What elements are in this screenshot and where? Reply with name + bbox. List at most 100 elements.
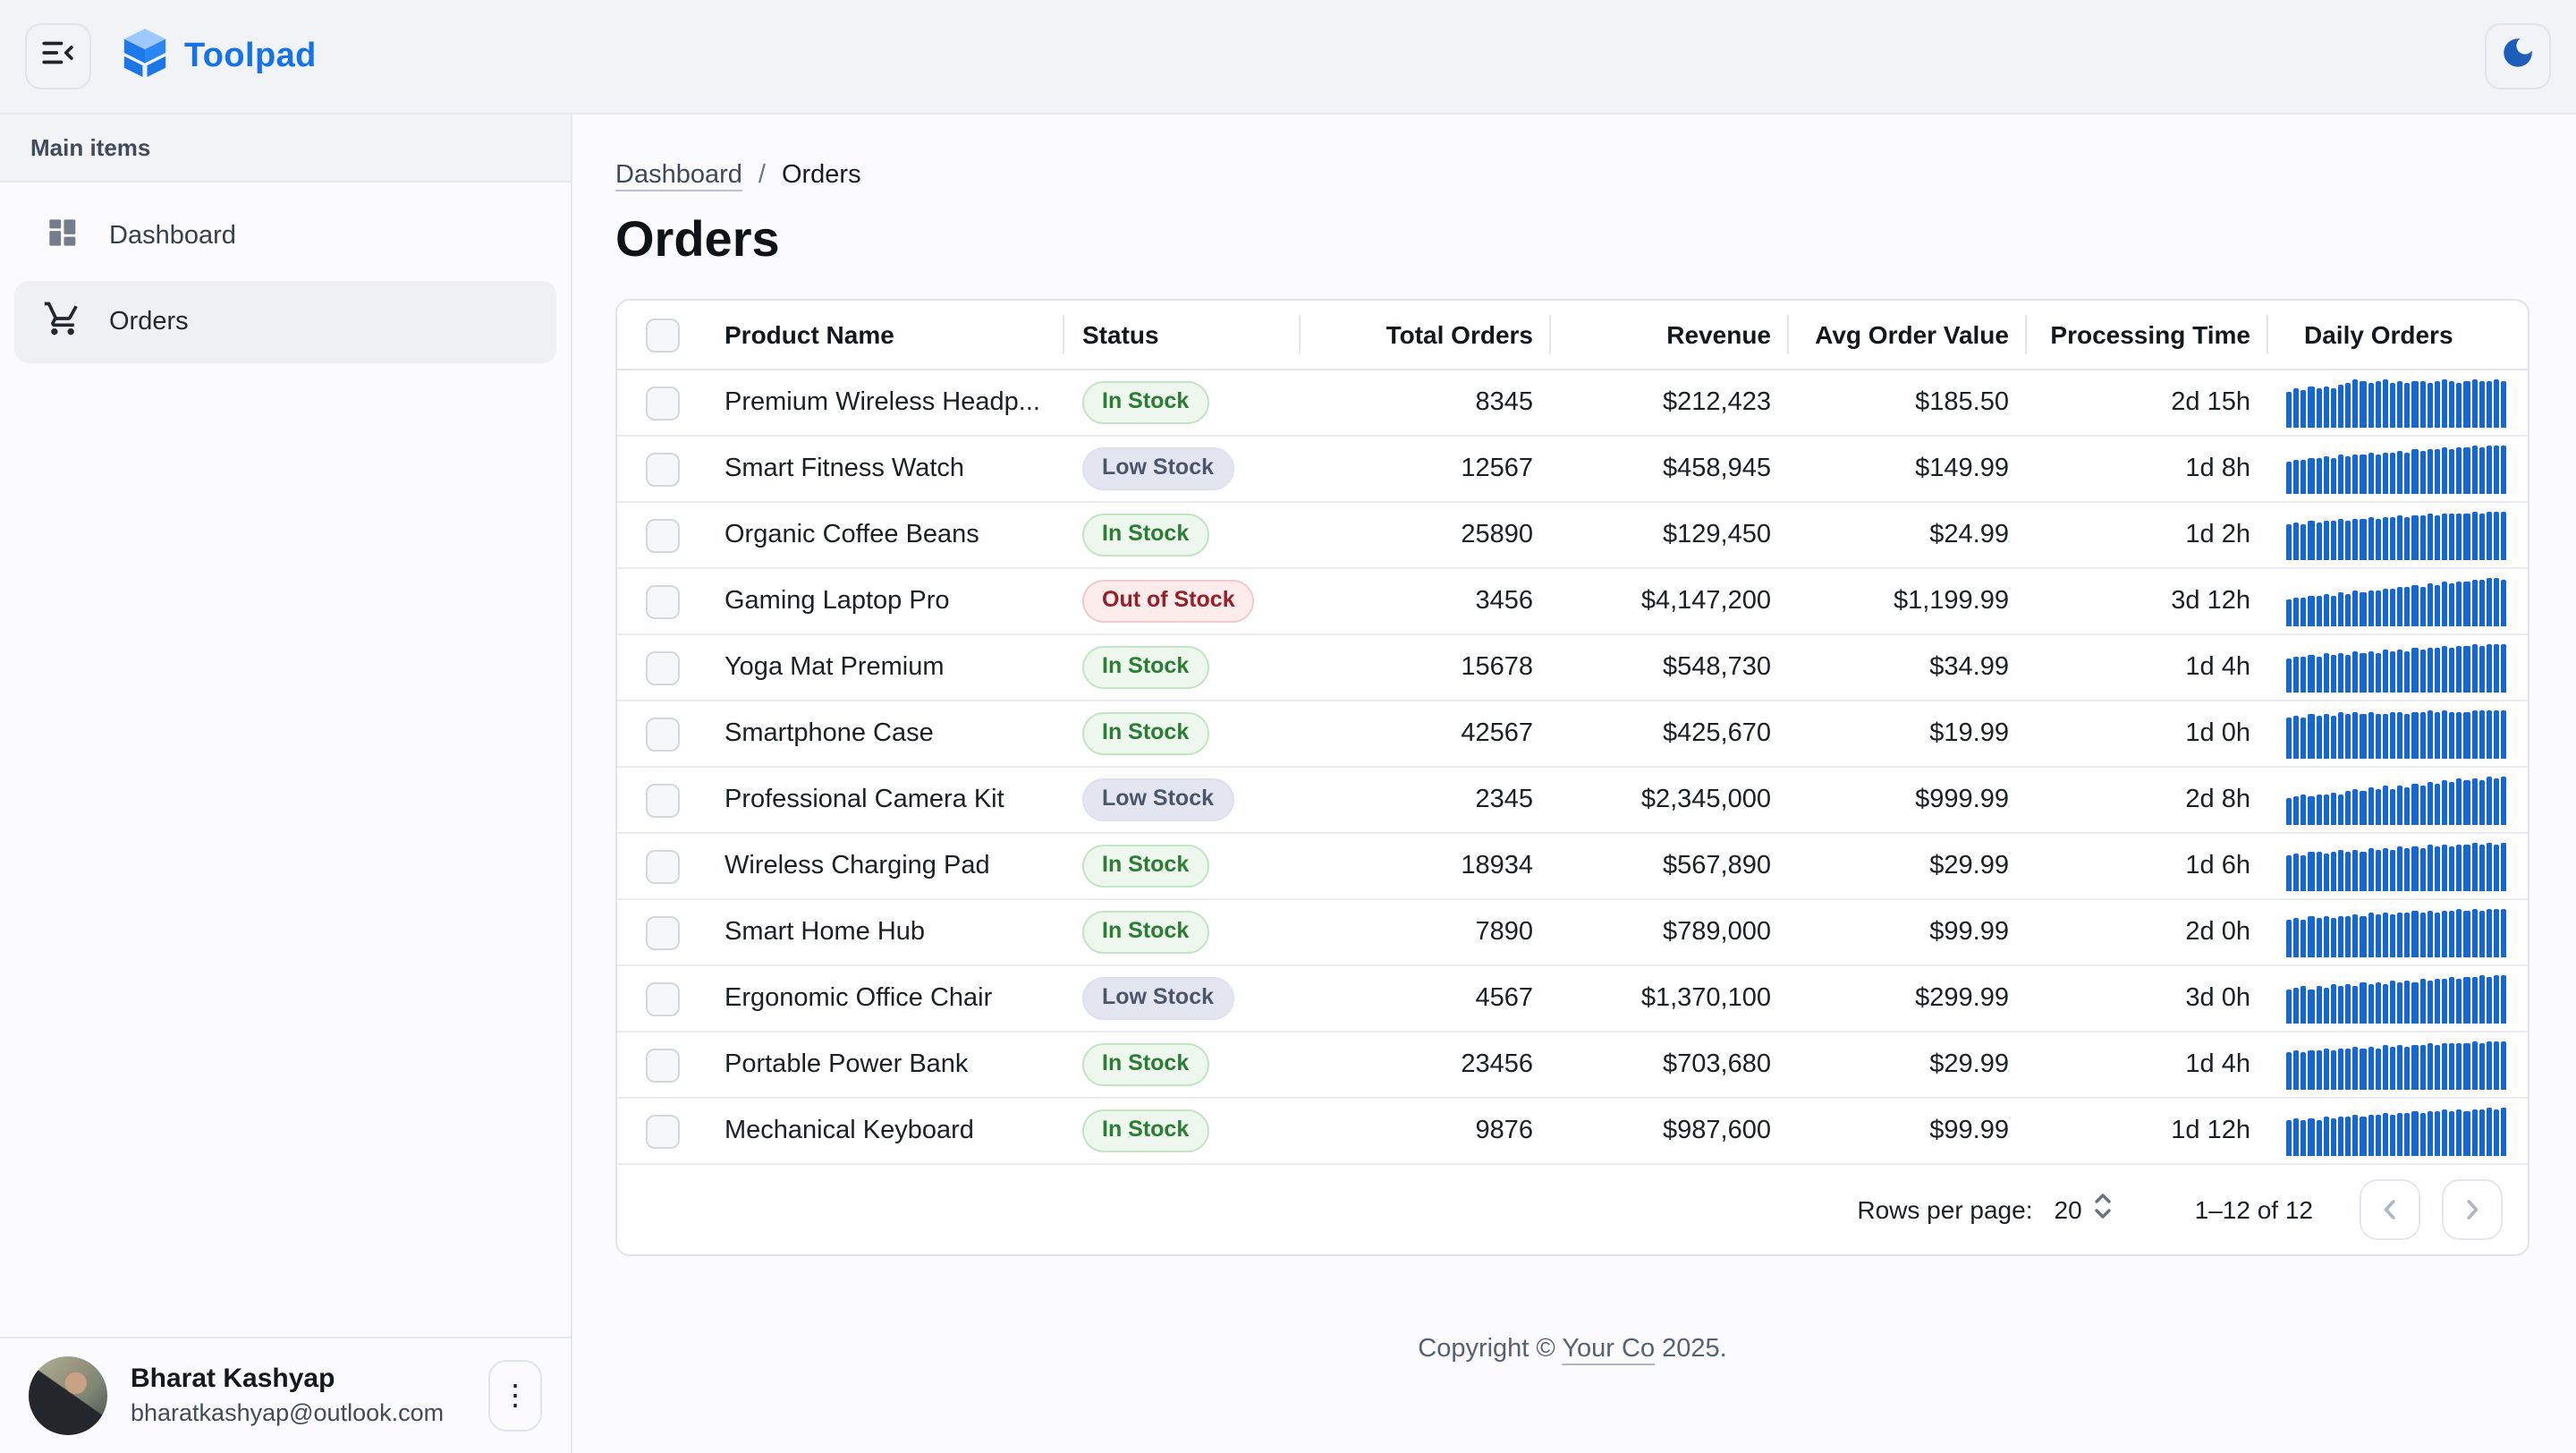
status-cell: In Stock — [1064, 1043, 1301, 1086]
status-badge: In Stock — [1082, 845, 1209, 888]
processing-time-cell: 1d 8h — [2185, 455, 2250, 483]
processing-time-cell: 1d 12h — [2171, 1117, 2250, 1145]
status-cell: In Stock — [1064, 646, 1301, 689]
table-row: Ergonomic Office Chair Low Stock 4567 $1… — [617, 966, 2528, 1032]
status-cell: In Stock — [1064, 845, 1301, 888]
product-name-cell: Smartphone Case — [724, 719, 934, 748]
total-orders-cell: 9876 — [1475, 1117, 1533, 1145]
sidebar-collapse-button[interactable] — [25, 23, 91, 89]
status-cell: Low Stock — [1064, 447, 1301, 490]
table-row: Premium Wireless Headp... In Stock 8345 … — [617, 370, 2528, 437]
row-checkbox-cell — [617, 370, 707, 435]
user-avatar[interactable] — [29, 1356, 107, 1435]
rows-per-page-value: 20 — [2054, 1195, 2082, 1224]
column-header-product-name[interactable]: Product Name — [707, 301, 1064, 369]
sidebar-item-dashboard[interactable]: Dashboard — [14, 195, 556, 277]
row-checkbox[interactable] — [645, 650, 679, 684]
previous-page-button[interactable] — [2360, 1179, 2420, 1240]
column-header-total-orders[interactable]: Total Orders — [1301, 301, 1551, 369]
status-cell: Low Stock — [1064, 778, 1301, 821]
row-checkbox-cell — [617, 900, 707, 964]
sidebar-item-label: Dashboard — [109, 222, 236, 251]
sidebar-item-orders[interactable]: Orders — [14, 281, 556, 363]
status-cell: In Stock — [1064, 1109, 1301, 1152]
row-checkbox[interactable] — [645, 981, 679, 1015]
product-name-cell: Smart Fitness Watch — [724, 455, 965, 483]
avg-order-value-cell: $29.99 — [1929, 1050, 2009, 1079]
total-orders-cell: 7890 — [1475, 918, 1533, 947]
total-orders-cell: 3456 — [1475, 587, 1533, 616]
cart-icon — [43, 299, 82, 345]
user-menu-button[interactable]: ⋮ — [488, 1360, 542, 1432]
status-badge: In Stock — [1082, 1109, 1209, 1152]
avg-order-value-cell: $299.99 — [1915, 984, 2009, 1013]
status-badge: Out of Stock — [1082, 580, 1255, 623]
avg-order-value-cell: $185.50 — [1915, 388, 2009, 417]
column-header-avg-order-value[interactable]: Avg Order Value — [1789, 301, 2027, 369]
revenue-cell: $789,000 — [1663, 918, 1771, 947]
main-content: Dashboard / Orders Orders Product Name S… — [574, 115, 2576, 1453]
row-checkbox[interactable] — [645, 452, 679, 486]
revenue-cell: $1,370,100 — [1640, 984, 1771, 1013]
daily-orders-sparkline — [2286, 445, 2507, 493]
sidebar-nav: Dashboard Orders — [0, 183, 571, 379]
row-checkbox[interactable] — [645, 783, 679, 817]
row-checkbox-cell — [617, 437, 707, 501]
processing-time-cell: 1d 4h — [2185, 1050, 2250, 1079]
status-badge: In Stock — [1082, 514, 1209, 557]
dark-mode-moon-icon — [2499, 33, 2537, 80]
row-checkbox-cell — [617, 966, 707, 1031]
daily-orders-cell — [2268, 378, 2528, 427]
column-header-revenue[interactable]: Revenue — [1551, 301, 1789, 369]
column-header-processing-time[interactable]: Processing Time — [2027, 301, 2268, 369]
revenue-cell: $703,680 — [1663, 1050, 1771, 1079]
status-badge: In Stock — [1082, 381, 1209, 424]
total-orders-cell: 25890 — [1461, 521, 1533, 549]
revenue-cell: $987,600 — [1663, 1117, 1771, 1145]
row-checkbox[interactable] — [645, 717, 679, 751]
daily-orders-cell — [2268, 445, 2528, 493]
column-header-daily-orders[interactable]: Daily Orders — [2304, 320, 2453, 349]
processing-time-cell: 2d 0h — [2185, 918, 2250, 947]
sidebar-user-area: Bharat Kashyap bharatkashyap@outlook.com… — [0, 1337, 571, 1453]
avg-order-value-cell: $1,199.99 — [1893, 587, 2009, 616]
row-checkbox[interactable] — [645, 1114, 679, 1148]
dashboard-icon — [43, 213, 82, 259]
avg-order-value-cell: $99.99 — [1929, 1117, 2009, 1145]
revenue-cell: $2,345,000 — [1640, 786, 1771, 814]
row-checkbox-cell — [617, 569, 707, 633]
product-name-cell: Smart Home Hub — [724, 918, 926, 947]
row-checkbox-cell — [617, 1032, 707, 1097]
table-row: Smart Home Hub In Stock 7890 $789,000 $9… — [617, 900, 2528, 966]
status-badge: In Stock — [1082, 712, 1209, 755]
status-badge: In Stock — [1082, 1043, 1209, 1086]
daily-orders-sparkline — [2286, 776, 2507, 824]
row-checkbox[interactable] — [645, 849, 679, 883]
column-header-status[interactable]: Status — [1064, 301, 1301, 369]
rows-per-page-select[interactable]: 20 — [2055, 1191, 2113, 1228]
table-row: Portable Power Bank In Stock 23456 $703,… — [617, 1032, 2528, 1099]
brand[interactable]: Toolpad — [123, 28, 317, 85]
user-meta: Bharat Kashyap bharatkashyap@outlook.com — [131, 1362, 465, 1430]
company-link[interactable]: Your Co — [1562, 1335, 1656, 1364]
daily-orders-sparkline — [2286, 842, 2507, 890]
processing-time-cell: 2d 8h — [2185, 786, 2250, 814]
product-name-cell: Wireless Charging Pad — [724, 852, 990, 880]
breadcrumb-link-dashboard[interactable]: Dashboard — [615, 161, 742, 190]
grid-pagination: Rows per page: 20 1–12 of 12 — [617, 1165, 2528, 1254]
next-page-button[interactable] — [2442, 1179, 2503, 1240]
row-checkbox[interactable] — [645, 518, 679, 552]
row-checkbox[interactable] — [645, 915, 679, 949]
daily-orders-cell — [2268, 710, 2528, 758]
row-checkbox[interactable] — [645, 1048, 679, 1082]
row-checkbox[interactable] — [645, 386, 679, 420]
product-name-cell: Organic Coffee Beans — [724, 521, 979, 549]
footer-copyright: Copyright © Your Co 2025. — [615, 1335, 2529, 1364]
total-orders-cell: 4567 — [1475, 984, 1533, 1013]
revenue-cell: $129,450 — [1663, 521, 1771, 549]
row-checkbox[interactable] — [645, 584, 679, 618]
avg-order-value-cell: $29.99 — [1929, 852, 2009, 880]
theme-toggle-button[interactable] — [2485, 23, 2551, 89]
select-all-checkbox[interactable] — [645, 318, 679, 352]
daily-orders-cell — [2268, 511, 2528, 559]
